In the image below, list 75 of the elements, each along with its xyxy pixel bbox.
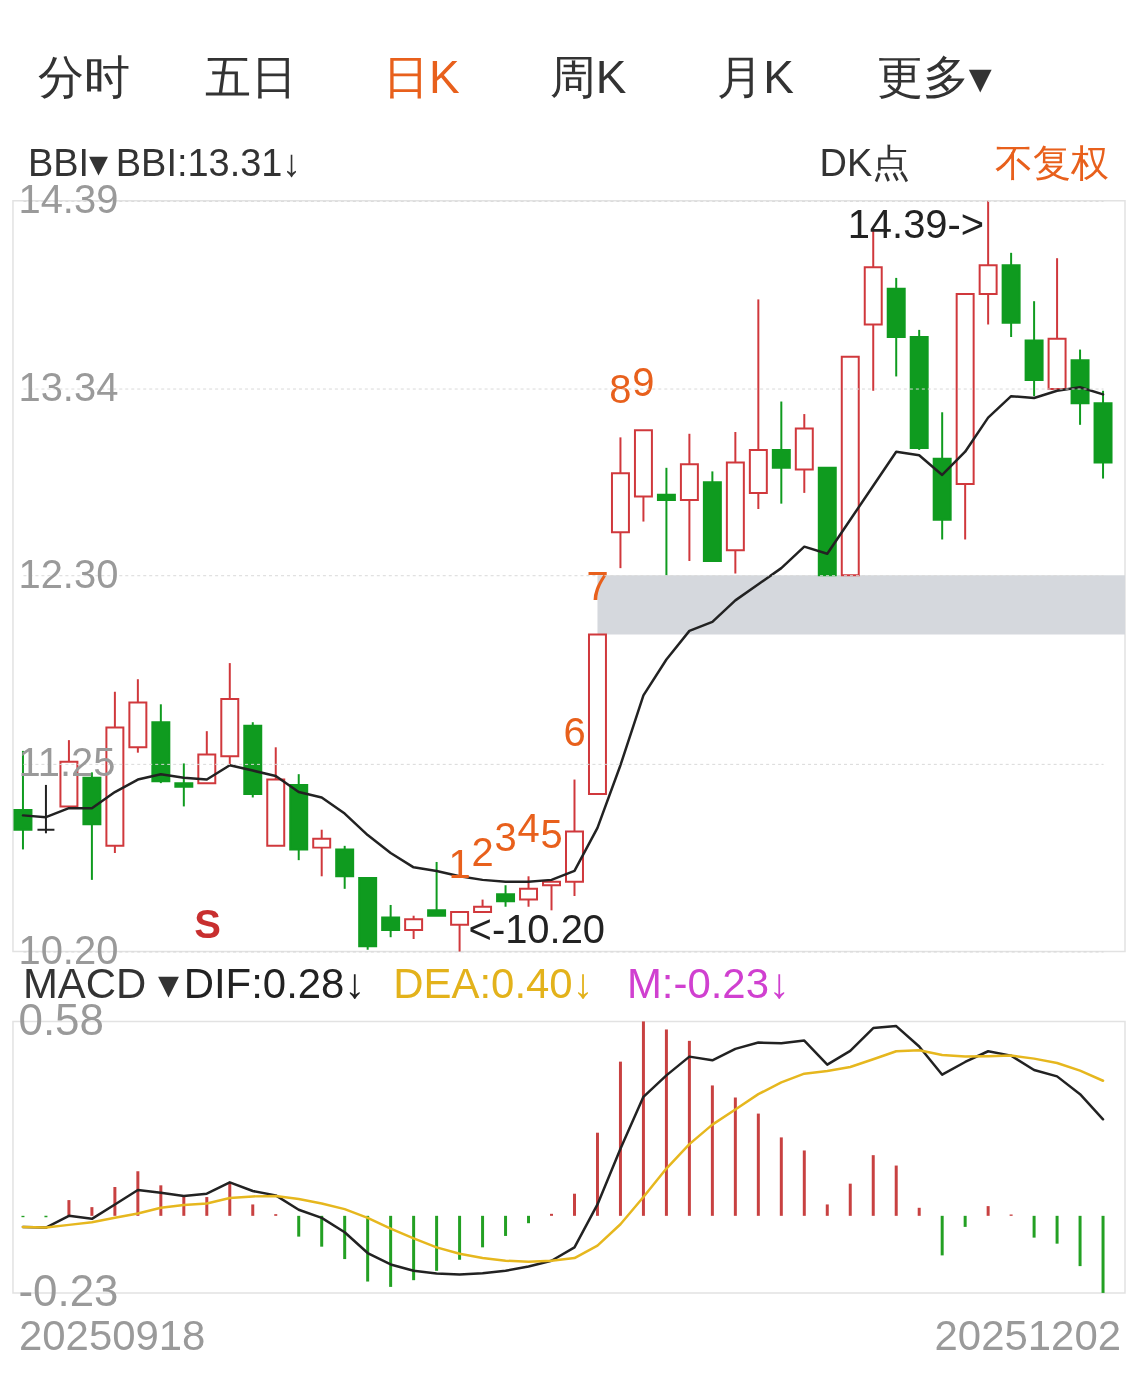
bar [595, 1132, 599, 1216]
annotation: 3 [494, 815, 517, 860]
text: DIF:0.28↓ [183, 960, 366, 1008]
text: 周K [549, 51, 627, 104]
candlestick [496, 884, 516, 908]
annotation: 7 [586, 564, 609, 609]
bar [527, 1215, 531, 1224]
bar [458, 1215, 462, 1260]
annotation: 4 [517, 806, 540, 851]
bar [320, 1215, 324, 1247]
bar [848, 1183, 852, 1216]
annotation: 1 [448, 842, 471, 887]
text: 日K [382, 51, 460, 104]
text: 五日 [204, 51, 297, 104]
bar [963, 1215, 967, 1227]
bar [550, 1213, 554, 1216]
bar [1032, 1215, 1036, 1238]
bar [366, 1215, 370, 1282]
bar [664, 1029, 668, 1216]
candlestick [450, 911, 470, 953]
bar [779, 1137, 783, 1216]
bar [733, 1097, 737, 1216]
bar [894, 1165, 898, 1216]
candlestick [174, 762, 194, 808]
candlestick [312, 828, 332, 878]
y-tick-label: 12.30 [18, 551, 119, 596]
bar [641, 1021, 645, 1216]
bar [871, 1155, 875, 1216]
y-tick-label: 13.34 [18, 365, 119, 410]
bar [756, 1113, 760, 1216]
bar [251, 1204, 255, 1216]
annotation: 8 [609, 367, 632, 412]
bar [687, 1040, 691, 1216]
candlestick [381, 903, 401, 939]
text: M:-0.23↓ [626, 960, 790, 1008]
annotation: 14.39-> [847, 201, 985, 246]
text: 月K [717, 51, 795, 104]
bar [435, 1215, 439, 1271]
candlestick [36, 783, 56, 835]
bar [90, 1207, 94, 1216]
bar [986, 1206, 990, 1216]
candlestick [519, 875, 539, 908]
bar [572, 1193, 576, 1216]
bar [389, 1215, 393, 1287]
bar [412, 1215, 416, 1281]
annotation: 6 [563, 709, 586, 754]
candlestick [656, 466, 676, 577]
text: DK点 [819, 141, 911, 184]
bar [504, 1215, 508, 1236]
text: DEA:0.40↓ [393, 960, 594, 1008]
bar [481, 1215, 485, 1248]
bar [1055, 1215, 1059, 1244]
bar [297, 1215, 301, 1237]
bar [940, 1215, 944, 1256]
candlestick [771, 400, 791, 505]
text: 20251202 [934, 1311, 1122, 1359]
annotation: 9 [632, 360, 655, 405]
text: 不复权 [995, 141, 1110, 184]
bar [1078, 1215, 1082, 1267]
bar [343, 1215, 347, 1260]
bar [618, 1061, 622, 1216]
bar [917, 1207, 921, 1216]
annotation: 2 [471, 829, 494, 874]
candlestick [404, 914, 424, 940]
bar [67, 1200, 71, 1216]
text: 分时 [37, 51, 130, 104]
candlestick [427, 860, 447, 917]
annotation: 5 [540, 811, 563, 856]
annotation: S [194, 901, 221, 946]
bar [1101, 1215, 1105, 1293]
text: 更多▾ [876, 51, 992, 104]
bar [710, 1085, 714, 1216]
bar [825, 1204, 829, 1216]
bar [802, 1150, 806, 1216]
annotation: <-10.20 [468, 906, 606, 951]
